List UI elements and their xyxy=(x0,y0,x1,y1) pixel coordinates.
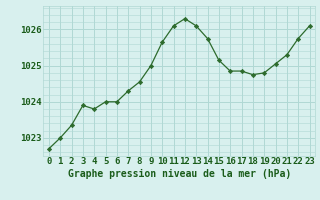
X-axis label: Graphe pression niveau de la mer (hPa): Graphe pression niveau de la mer (hPa) xyxy=(68,169,291,179)
